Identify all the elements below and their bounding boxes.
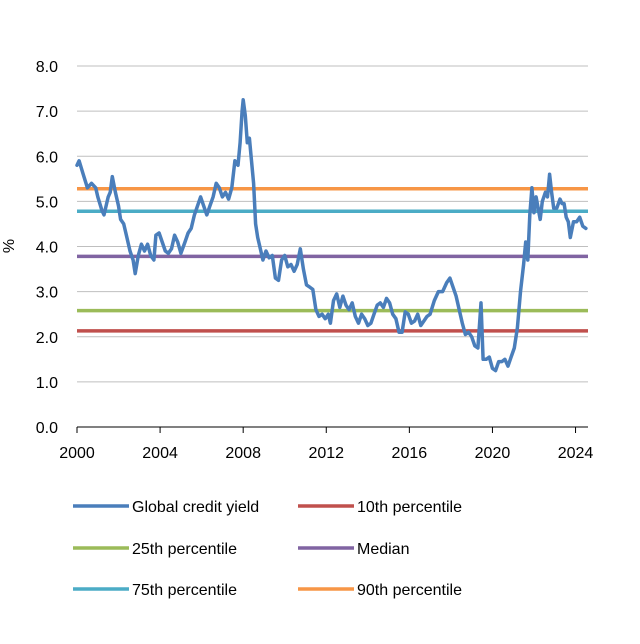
x-tick-label: 2012: [308, 445, 344, 462]
x-tick-label: 2016: [392, 445, 428, 462]
y-tick-label: 0.0: [36, 420, 58, 437]
legend-label-25th-percentile: 25th percentile: [132, 541, 237, 558]
x-tick-label: 2004: [142, 445, 178, 462]
y-tick-label: 7.0: [36, 104, 58, 121]
legend-label-90th-percentile: 90th percentile: [357, 582, 462, 599]
x-tick-label: 2020: [475, 445, 511, 462]
y-tick-label: 3.0: [36, 285, 58, 302]
legend-label-10th-percentile: 10th percentile: [357, 499, 462, 516]
series-layer: [75, 98, 588, 373]
legend-label-global-credit-yield: Global credit yield: [132, 499, 259, 516]
y-tick-label: 4.0: [36, 240, 58, 257]
y-tick-label: 6.0: [36, 149, 58, 166]
axes: 0.0 1.0 2.0 3.0 4.0 5.0 6.0 7.0 8.0 2000 2004 2008 2…: [36, 59, 594, 462]
y-axis-label: %: [1, 239, 18, 253]
y-tick-label: 2.0: [36, 330, 58, 347]
y-tick-label: 8.0: [36, 59, 58, 76]
x-tick-label: 2008: [225, 445, 261, 462]
x-tick-label: 2000: [59, 445, 95, 462]
series-line-global-credit-yield: [75, 98, 588, 373]
x-tick-label: 2024: [558, 445, 594, 462]
legend: Global credit yield 10th percentile 25th p…: [73, 499, 462, 599]
legend-label-median: Median: [357, 541, 409, 558]
legend-label-75th-percentile: 75th percentile: [132, 582, 237, 599]
gridlines: [77, 65, 588, 383]
y-tick-label: 1.0: [36, 375, 58, 392]
percentile-lines: [77, 186, 588, 333]
y-tick-label: 5.0: [36, 194, 58, 211]
